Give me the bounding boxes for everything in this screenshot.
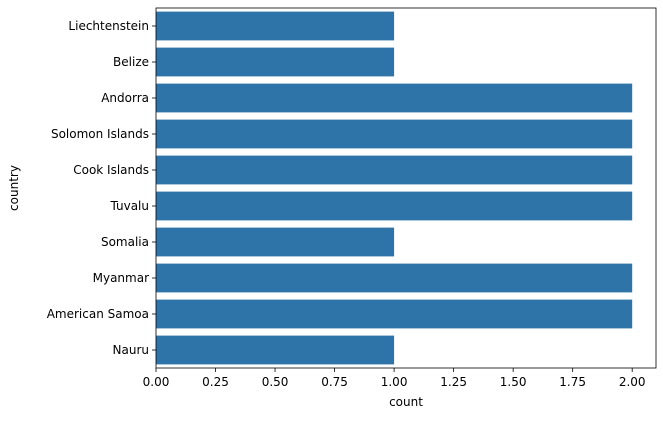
x-tick-label: 1.75 bbox=[559, 375, 586, 389]
bar-somalia bbox=[156, 227, 395, 257]
bar-tuvalu bbox=[156, 191, 633, 221]
y-axis-label: country bbox=[7, 165, 21, 211]
bar-nauru bbox=[156, 335, 395, 365]
bar-cook-islands bbox=[156, 155, 633, 185]
plot-frame bbox=[155, 7, 657, 369]
x-tick-label: 1.00 bbox=[381, 375, 408, 389]
y-tick-label: Cook Islands bbox=[73, 163, 149, 177]
y-tick-label: Nauru bbox=[113, 343, 149, 357]
bar-liechtenstein bbox=[156, 11, 395, 41]
x-tick-label: 1.50 bbox=[500, 375, 527, 389]
y-tick-label: Tuvalu bbox=[109, 199, 149, 213]
bar-belize bbox=[156, 47, 395, 77]
y-tick-label: Belize bbox=[113, 55, 149, 69]
x-tick-label: 0.00 bbox=[143, 375, 170, 389]
bars-group bbox=[156, 11, 633, 365]
x-tick-label: 1.25 bbox=[440, 375, 467, 389]
y-tick-label: Solomon Islands bbox=[51, 127, 149, 141]
x-tick-label: 0.75 bbox=[321, 375, 348, 389]
y-tick-label: Somalia bbox=[101, 235, 149, 249]
y-tick-label: American Samoa bbox=[47, 307, 149, 321]
bar-solomon-islands bbox=[156, 119, 633, 149]
bar-american-samoa bbox=[156, 299, 633, 329]
x-axis-ticks: 0.00 0.25 0.50 0.75 1.00 1.25 1.50 1.75 2.00 bbox=[143, 368, 646, 389]
bar-andorra bbox=[156, 83, 633, 113]
y-tick-label: Myanmar bbox=[93, 271, 149, 285]
y-tick-label: Liechtenstein bbox=[68, 19, 149, 33]
bar-myanmar bbox=[156, 263, 633, 293]
x-tick-label: 0.25 bbox=[202, 375, 229, 389]
x-axis-label: count bbox=[389, 395, 423, 409]
y-tick-label: Andorra bbox=[101, 91, 149, 105]
y-axis-ticks: Liechtenstein Belize Andorra Solomon Island… bbox=[47, 19, 156, 357]
x-tick-label: 0.50 bbox=[262, 375, 289, 389]
x-tick-label: 2.00 bbox=[619, 375, 646, 389]
